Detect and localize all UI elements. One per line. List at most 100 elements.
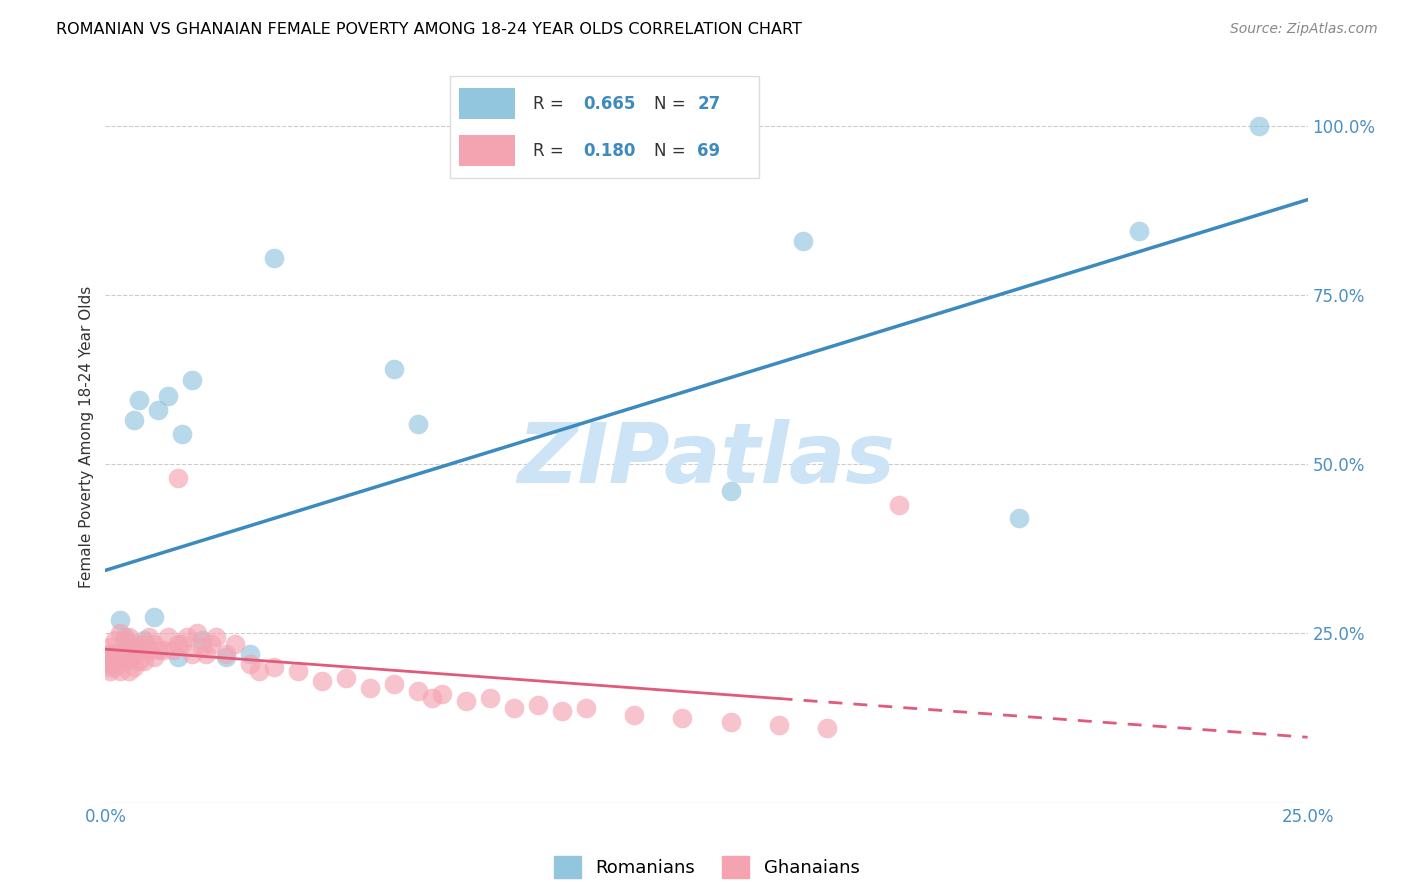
Point [162, 643, 184, 657]
Point [98, 640, 121, 654]
Point [138, 643, 160, 657]
Point [166, 471, 188, 485]
Point [138, 630, 160, 644]
Point [108, 626, 131, 640]
Point [335, 671, 357, 685]
Point [104, 633, 127, 648]
Text: 69: 69 [697, 142, 720, 160]
Text: Source: ZipAtlas.com: Source: ZipAtlas.com [1230, 22, 1378, 37]
FancyBboxPatch shape [450, 76, 759, 178]
Point [114, 654, 136, 668]
Point [503, 701, 526, 715]
Point [132, 633, 155, 648]
Point [195, 647, 218, 661]
FancyBboxPatch shape [460, 88, 515, 119]
Point [768, 718, 790, 732]
Point [118, 647, 141, 661]
Point [108, 654, 131, 668]
Point [1128, 223, 1150, 237]
Point [181, 647, 204, 661]
Point [190, 633, 212, 648]
Y-axis label: Female Poverty Among 18-24 Year Olds: Female Poverty Among 18-24 Year Olds [79, 286, 94, 588]
Point [124, 637, 146, 651]
Legend: Romanians, Ghanaians: Romanians, Ghanaians [554, 855, 859, 878]
Point [104, 647, 127, 661]
Point [104, 654, 127, 668]
Point [623, 707, 645, 722]
Point [98, 657, 121, 671]
Point [104, 654, 127, 668]
Point [118, 664, 141, 678]
Point [108, 613, 131, 627]
Point [152, 643, 174, 657]
Point [1249, 119, 1271, 133]
Point [118, 640, 141, 654]
Point [172, 637, 194, 651]
Point [142, 650, 165, 665]
Point [720, 484, 742, 499]
Point [792, 234, 814, 248]
Text: 27: 27 [697, 95, 721, 112]
Point [142, 609, 165, 624]
Point [200, 637, 222, 651]
Point [479, 690, 502, 705]
Point [422, 690, 444, 705]
Text: R =: R = [533, 95, 569, 112]
Point [311, 673, 333, 688]
Point [205, 630, 228, 644]
Point [114, 647, 136, 661]
Point [1008, 511, 1031, 525]
Point [815, 721, 838, 735]
Point [214, 647, 236, 661]
Point [98, 647, 121, 661]
Point [128, 640, 150, 654]
Point [108, 647, 131, 661]
Point [186, 626, 208, 640]
Point [214, 650, 236, 665]
Point [98, 660, 121, 674]
Point [148, 643, 170, 657]
Point [124, 660, 146, 674]
Point [132, 654, 155, 668]
Text: N =: N = [654, 95, 690, 112]
Point [118, 650, 141, 665]
Point [142, 637, 165, 651]
Point [263, 660, 285, 674]
Point [114, 630, 136, 644]
Point [575, 701, 598, 715]
Point [124, 413, 146, 427]
Point [406, 417, 429, 431]
Text: ROMANIAN VS GHANAIAN FEMALE POVERTY AMONG 18-24 YEAR OLDS CORRELATION CHART: ROMANIAN VS GHANAIAN FEMALE POVERTY AMON… [56, 22, 801, 37]
Point [98, 647, 121, 661]
Point [430, 688, 453, 702]
Point [108, 664, 131, 678]
Point [224, 637, 246, 651]
Point [172, 426, 194, 441]
Point [527, 698, 550, 712]
Point [181, 372, 204, 386]
Point [148, 403, 170, 417]
Point [239, 647, 262, 661]
Point [263, 251, 285, 265]
Point [124, 650, 146, 665]
Point [156, 389, 179, 403]
Point [887, 498, 910, 512]
Point [104, 660, 127, 674]
Point [382, 362, 405, 376]
Text: 0.665: 0.665 [583, 95, 636, 112]
Point [720, 714, 742, 729]
Point [128, 392, 150, 407]
Point [156, 630, 179, 644]
Point [190, 640, 212, 654]
Point [671, 711, 693, 725]
Text: N =: N = [654, 142, 690, 160]
FancyBboxPatch shape [460, 136, 515, 166]
Point [132, 637, 155, 651]
Text: R =: R = [533, 142, 569, 160]
Point [166, 650, 188, 665]
Point [118, 630, 141, 644]
Point [239, 657, 262, 671]
Point [382, 677, 405, 691]
Point [359, 681, 381, 695]
Point [98, 654, 121, 668]
